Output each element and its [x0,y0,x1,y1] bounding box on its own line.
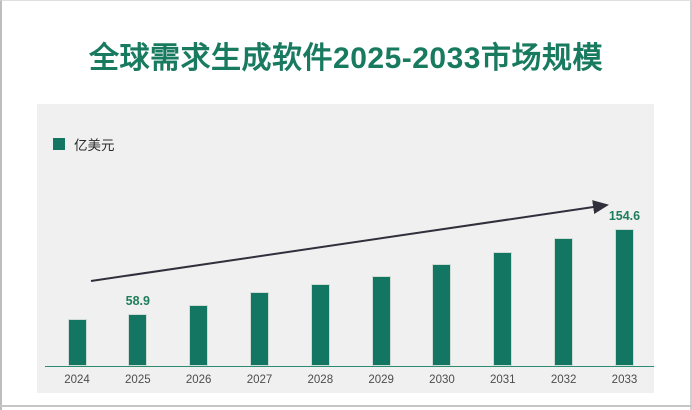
x-tick-2033: 2033 [611,374,638,386]
chart-panel: 亿美元 58.9 154.6 2024 2025 2026 2027 2028 2029 20… [37,104,654,393]
bar-2031 [493,252,513,366]
bar-2033 [614,229,634,366]
trend-arrow [90,200,609,282]
bar-2029 [371,276,391,366]
x-tick-2030: 2030 [429,374,455,386]
x-tick-2032: 2032 [550,374,577,386]
x-tick-2027: 2027 [246,374,273,386]
x-tick-2026: 2026 [185,374,212,386]
x-tick-2029: 2029 [368,374,394,386]
legend: 亿美元 [53,137,115,153]
data-label-2033: 154.6 [608,209,641,223]
bottom-divider [0,405,692,407]
bar-2025 [128,314,148,366]
bar-2030 [432,264,452,366]
legend-label: 亿美元 [74,138,115,153]
x-tick-2031: 2031 [490,374,516,386]
x-axis-line [45,366,654,367]
chart-title: 全球需求生成软件2025-2033市场规模 [89,42,603,75]
x-tick-2024: 2024 [64,374,90,386]
x-tick-2025: 2025 [125,374,151,386]
x-tick-2028: 2028 [307,374,334,386]
bar-2024 [67,319,87,366]
bar-2027 [249,292,269,366]
legend-swatch-icon [53,138,65,150]
bar-2028 [310,284,330,366]
bar-2026 [189,305,209,366]
bar-2032 [554,238,574,366]
data-label-2025: 58.9 [125,294,150,308]
